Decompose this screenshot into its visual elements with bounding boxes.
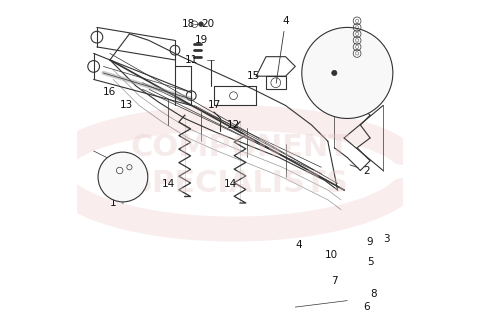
Text: 9: 9 [367,237,373,247]
Text: 13: 13 [120,100,133,111]
Text: 20: 20 [201,19,214,29]
Text: 6: 6 [363,302,370,312]
Text: COMPONENT: COMPONENT [131,133,349,162]
Text: SPECIALISTS: SPECIALISTS [131,169,349,198]
Text: 5: 5 [367,256,373,267]
Text: 15: 15 [246,71,260,81]
Text: 17: 17 [207,100,221,111]
Text: 4: 4 [276,16,289,83]
Circle shape [98,152,148,202]
Text: 10: 10 [324,250,337,260]
Text: 7: 7 [331,276,337,286]
Text: 16: 16 [103,88,117,97]
Text: 2: 2 [350,165,370,175]
Text: 12: 12 [227,120,240,130]
Text: 14: 14 [224,178,237,189]
Text: 11: 11 [185,55,198,65]
Circle shape [199,22,203,27]
Circle shape [302,28,393,118]
Text: 14: 14 [162,178,175,189]
Text: 1: 1 [110,198,123,208]
Text: 19: 19 [194,35,207,45]
Text: 3: 3 [383,234,390,244]
Text: 4: 4 [295,240,302,250]
Text: 18: 18 [181,19,194,29]
Text: 8: 8 [370,289,377,299]
Circle shape [332,70,337,75]
